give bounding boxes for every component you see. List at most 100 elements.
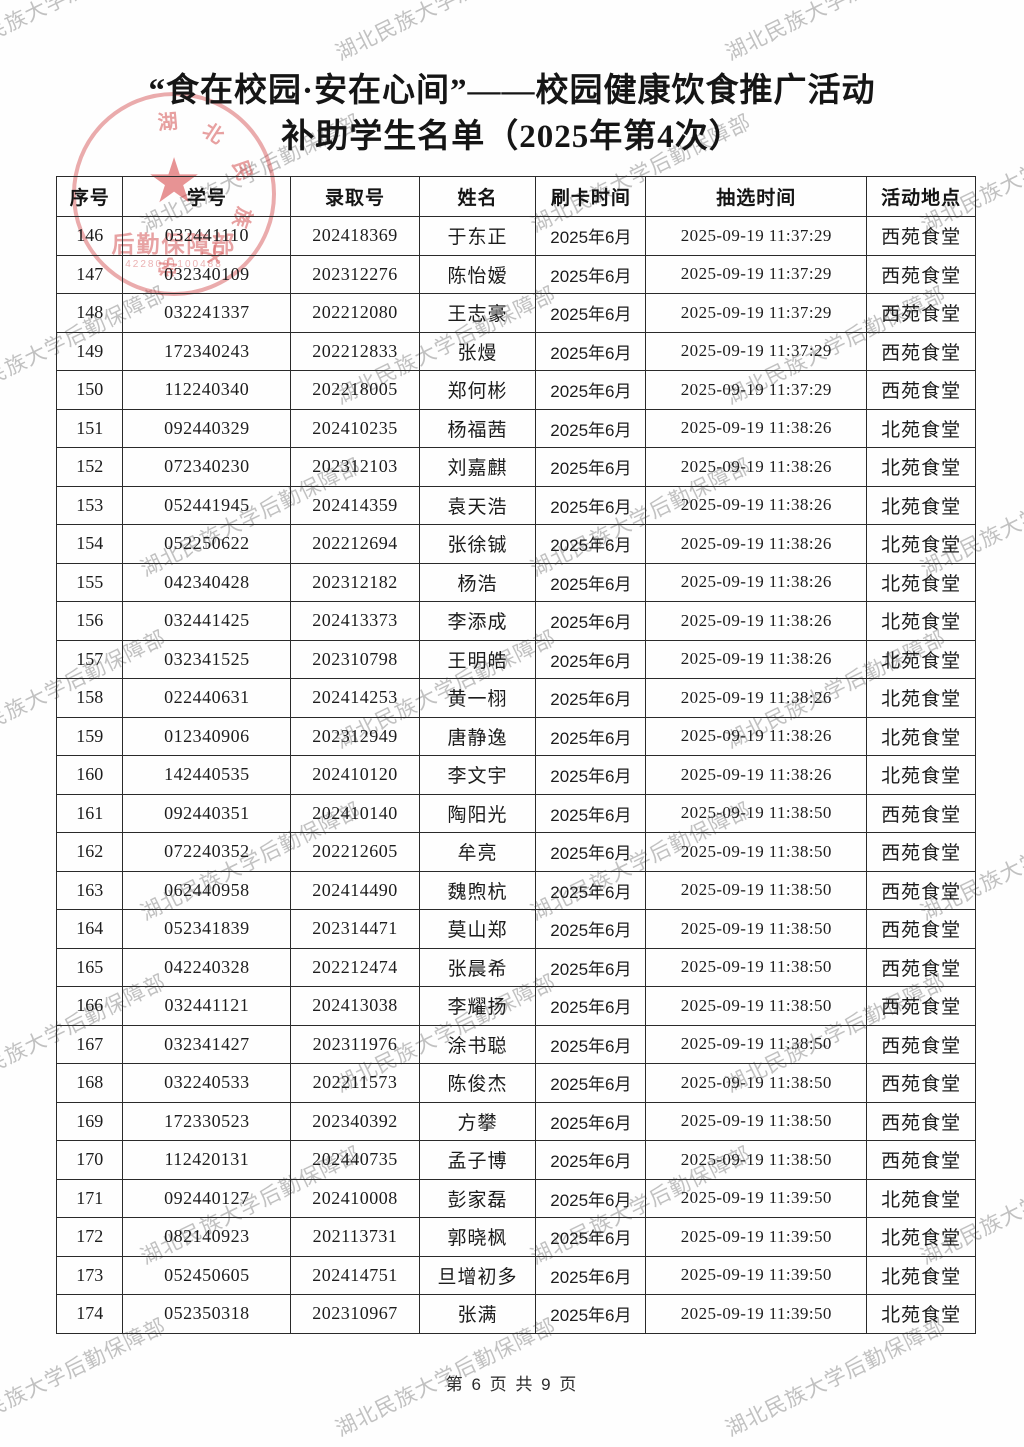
cell-idx: 153 — [55, 485, 124, 525]
cell-draw: 2025-09-19 11:38:50 — [645, 832, 868, 872]
cell-swipe: 2025年6月 — [535, 370, 647, 410]
cell-sid: 032241337 — [122, 293, 292, 333]
cell-swipe: 2025年6月 — [535, 986, 647, 1026]
table-row: 161 092440351 202410140 陶阳光 2025年6月 2025-09-1… — [55, 793, 976, 833]
cell-sid: 032341427 — [122, 1024, 292, 1064]
cell-draw: 2025-09-19 11:38:50 — [645, 870, 868, 910]
cell-draw: 2025-09-19 11:38:50 — [645, 947, 868, 987]
cell-draw: 2025-09-19 11:38:26 — [645, 678, 868, 718]
cell-sid: 052441945 — [122, 485, 292, 525]
cell-draw: 2025-09-19 11:38:50 — [645, 1101, 868, 1141]
title-line-primary: “食在校园·安在心间”——校园健康饮食推广活动 — [148, 73, 876, 109]
cell-adm: 202414751 — [290, 1255, 420, 1295]
cell-adm: 202212605 — [290, 832, 420, 872]
cell-sid: 052350318 — [122, 1294, 292, 1334]
cell-name: 陶阳光 — [418, 793, 537, 833]
cell-adm: 202113731 — [290, 1217, 420, 1257]
table-row: 152 072340230 202312103 刘嘉麒 2025年6月 2025-09-1… — [55, 447, 976, 487]
cell-draw: 2025-09-19 11:38:26 — [645, 408, 868, 448]
cell-idx: 155 — [55, 562, 124, 602]
cell-sid: 042340428 — [122, 562, 292, 602]
cell-place: 北苑食堂 — [866, 562, 976, 602]
cell-adm: 202410140 — [290, 793, 420, 833]
cell-name: 莫山郑 — [418, 909, 537, 949]
cell-sid: 032441425 — [122, 601, 292, 641]
cell-name: 黄一栩 — [418, 678, 537, 718]
cell-adm: 202414490 — [290, 870, 420, 910]
table-row: 146 032441110 202418369 于东正 2025年6月 2025-09-1… — [55, 216, 976, 256]
cell-place: 北苑食堂 — [866, 1217, 976, 1257]
cell-swipe: 2025年6月 — [535, 1140, 647, 1180]
cell-name: 李耀扬 — [418, 986, 537, 1026]
cell-draw: 2025-09-19 11:38:26 — [645, 447, 868, 487]
cell-idx: 164 — [55, 909, 124, 949]
cell-sid: 172330523 — [122, 1101, 292, 1141]
cell-draw: 2025-09-19 11:38:26 — [645, 524, 868, 564]
watermark-text: 湖北民族大学后勤保障部 — [0, 0, 170, 66]
cell-swipe: 2025年6月 — [535, 1294, 647, 1334]
cell-swipe: 2025年6月 — [535, 216, 647, 256]
cell-swipe: 2025年6月 — [535, 639, 647, 679]
cell-name: 陈怡嫒 — [418, 254, 537, 294]
cell-name: 郭晓枫 — [418, 1217, 537, 1257]
cell-adm: 202314471 — [290, 909, 420, 949]
cell-sid: 072240352 — [122, 832, 292, 872]
cell-place: 西苑食堂 — [866, 870, 976, 910]
cell-idx: 151 — [55, 408, 124, 448]
cell-place: 西苑食堂 — [866, 1140, 976, 1180]
cell-sid: 042240328 — [122, 947, 292, 987]
cell-adm: 202414359 — [290, 485, 420, 525]
cell-adm: 202211573 — [290, 1063, 420, 1103]
table-row: 172 082140923 202113731 郭晓枫 2025年6月 2025-09-1… — [55, 1217, 976, 1257]
cell-adm: 202410008 — [290, 1178, 420, 1218]
cell-sid: 092440351 — [122, 793, 292, 833]
cell-sid: 112240340 — [122, 370, 292, 410]
cell-idx: 168 — [55, 1063, 124, 1103]
column-header-draw: 抽选时间 — [645, 176, 868, 217]
cell-idx: 167 — [55, 1024, 124, 1064]
cell-adm: 202310967 — [290, 1294, 420, 1334]
cell-sid: 052450605 — [122, 1255, 292, 1295]
cell-idx: 152 — [55, 447, 124, 487]
table-row: 153 052441945 202414359 袁天浩 2025年6月 2025-09-1… — [55, 485, 976, 525]
cell-name: 唐静逸 — [418, 716, 537, 756]
cell-swipe: 2025年6月 — [535, 293, 647, 333]
cell-draw: 2025-09-19 11:38:26 — [645, 755, 868, 795]
cell-name: 张晨希 — [418, 947, 537, 987]
column-header-adm: 录取号 — [290, 176, 420, 217]
cell-name: 陈俊杰 — [418, 1063, 537, 1103]
cell-swipe: 2025年6月 — [535, 678, 647, 718]
table-row: 170 112420131 202440735 孟子博 2025年6月 2025-09-1… — [55, 1140, 976, 1180]
table-row: 148 032241337 202212080 王志豪 2025年6月 2025-09-1… — [55, 293, 976, 333]
watermark-text: 湖北民族大学后勤保障部 — [722, 0, 950, 66]
cell-name: 张熳 — [418, 331, 537, 371]
cell-adm: 202418369 — [290, 216, 420, 256]
column-header-idx: 序号 — [55, 176, 124, 217]
cell-swipe: 2025年6月 — [535, 485, 647, 525]
column-header-sid: 学号 — [122, 176, 292, 217]
table-row: 154 052250622 202212694 张徐铖 2025年6月 2025-09-1… — [55, 524, 976, 564]
cell-draw: 2025-09-19 11:38:26 — [645, 601, 868, 641]
table-row: 166 032441121 202413038 李耀扬 2025年6月 2025-09-1… — [55, 986, 976, 1026]
cell-place: 西苑食堂 — [866, 1101, 976, 1141]
column-header-name: 姓名 — [418, 176, 537, 217]
cell-sid: 142440535 — [122, 755, 292, 795]
cell-swipe: 2025年6月 — [535, 909, 647, 949]
cell-swipe: 2025年6月 — [535, 1217, 647, 1257]
cell-adm: 202440735 — [290, 1140, 420, 1180]
cell-swipe: 2025年6月 — [535, 408, 647, 448]
cell-idx: 148 — [55, 293, 124, 333]
cell-draw: 2025-09-19 11:39:50 — [645, 1294, 868, 1334]
cell-idx: 170 — [55, 1140, 124, 1180]
cell-idx: 158 — [55, 678, 124, 718]
cell-draw: 2025-09-19 11:38:50 — [645, 1024, 868, 1064]
cell-place: 西苑食堂 — [866, 1063, 976, 1103]
cell-swipe: 2025年6月 — [535, 1255, 647, 1295]
cell-idx: 169 — [55, 1101, 124, 1141]
cell-swipe: 2025年6月 — [535, 755, 647, 795]
cell-idx: 173 — [55, 1255, 124, 1295]
cell-swipe: 2025年6月 — [535, 524, 647, 564]
cell-sid: 082140923 — [122, 1217, 292, 1257]
cell-name: 袁天浩 — [418, 485, 537, 525]
